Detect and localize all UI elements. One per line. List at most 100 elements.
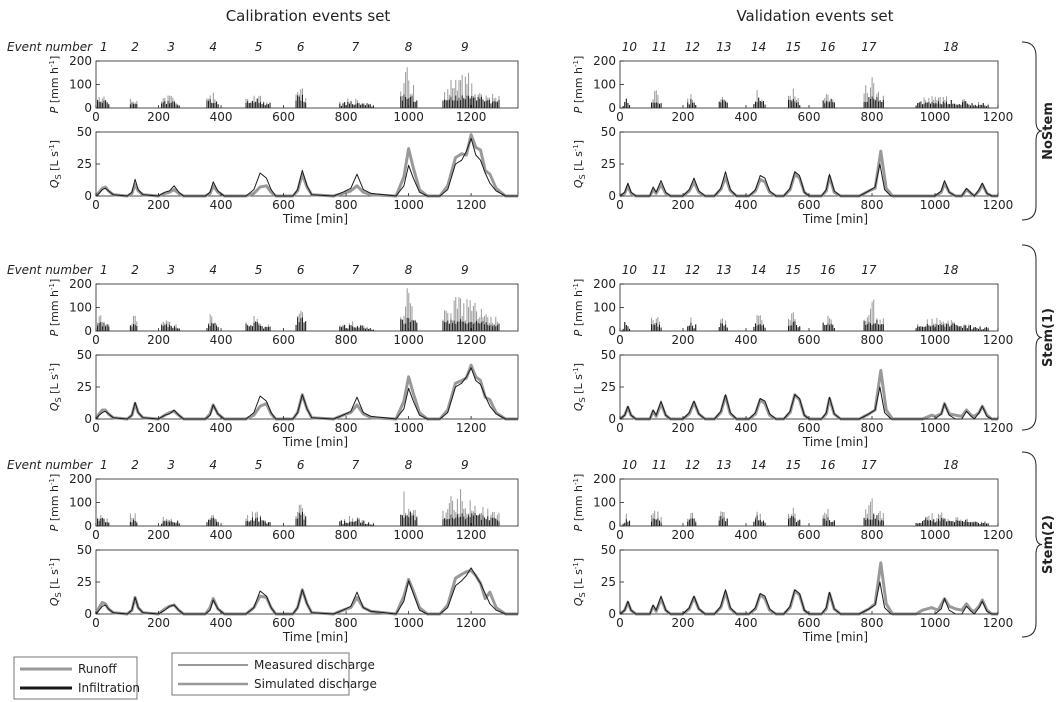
legend-label: Infiltration bbox=[78, 681, 140, 695]
event-number-8: 8 bbox=[405, 263, 413, 277]
event-number-10: 10 bbox=[622, 458, 638, 472]
event-number-9: 9 bbox=[461, 40, 469, 54]
precip-xtick-label: 200 bbox=[672, 333, 695, 347]
panel-validation-2: 10 11 12 13 14 15 16 17 18 0 100 200 0 200 400 600 800 10… bbox=[572, 263, 1013, 449]
discharge-ytick-label: 0 bbox=[84, 189, 92, 203]
simulated-discharge-line bbox=[94, 569, 518, 616]
discharge-ytick-label: 50 bbox=[601, 543, 616, 557]
discharge-ytick-label: 50 bbox=[77, 125, 92, 139]
event-number-3: 3 bbox=[167, 263, 175, 277]
precip-xtick-label: 1200 bbox=[983, 333, 1014, 347]
panel-validation-1: 10 11 12 13 14 15 16 17 18 0 100 200 0 200 400 600 800 10… bbox=[572, 40, 1013, 226]
time-axis-label: Time [min] bbox=[802, 435, 868, 449]
event-number-4: 4 bbox=[209, 263, 217, 277]
event-number-16: 16 bbox=[820, 40, 836, 54]
precip-ylabel: P [mm h-1] bbox=[48, 56, 61, 114]
discharge-xtick-label: 1200 bbox=[983, 616, 1014, 630]
event-number-12: 12 bbox=[685, 40, 700, 54]
discharge-xtick-label: 200 bbox=[147, 616, 170, 630]
precip-ytick-label: 100 bbox=[69, 496, 92, 510]
precip-xtick-label: 0 bbox=[616, 528, 624, 542]
discharge-xtick-label: 0 bbox=[92, 198, 100, 212]
discharge-xtick-label: 400 bbox=[210, 616, 233, 630]
precip-xtick-label: 0 bbox=[92, 110, 100, 124]
precip-xtick-label: 600 bbox=[272, 528, 295, 542]
precip-ytick-label: 0 bbox=[608, 519, 616, 533]
event-number-9: 9 bbox=[461, 458, 469, 472]
discharge-xtick-label: 1000 bbox=[393, 198, 424, 212]
precip-xtick-label: 1200 bbox=[456, 333, 487, 347]
precip-ylabel: P [mm h-1] bbox=[572, 474, 585, 532]
discharge-xtick-label: 1200 bbox=[456, 421, 487, 435]
precip-xtick-label: 0 bbox=[616, 110, 624, 124]
precip-xtick-label: 600 bbox=[798, 110, 821, 124]
event-number-17: 17 bbox=[861, 458, 877, 472]
precip-xtick-label: 1200 bbox=[456, 528, 487, 542]
precip-ytick-label: 0 bbox=[84, 324, 92, 338]
precip-xtick-label: 400 bbox=[210, 333, 233, 347]
row-label-2: Stem(1) bbox=[1041, 308, 1056, 367]
measured-discharge-line bbox=[619, 386, 998, 420]
precip-xtick-label: 1000 bbox=[393, 333, 424, 347]
precip-xtick-label: 600 bbox=[798, 333, 821, 347]
precip-ytick-label: 200 bbox=[593, 472, 616, 486]
measured-discharge-line bbox=[95, 567, 518, 615]
precip-ytick-label: 100 bbox=[593, 301, 616, 315]
precip-ytick-label: 200 bbox=[593, 277, 616, 291]
event-number-13: 13 bbox=[716, 40, 731, 54]
discharge-xtick-label: 600 bbox=[798, 616, 821, 630]
event-number-1: 1 bbox=[100, 263, 108, 277]
precip-xtick-label: 400 bbox=[210, 528, 233, 542]
legend-label: Simulated discharge bbox=[254, 677, 377, 691]
discharge-ytick-label: 50 bbox=[77, 543, 92, 557]
event-number-11: 11 bbox=[652, 458, 667, 472]
precip-xtick-label: 400 bbox=[735, 110, 758, 124]
discharge-xtick-label: 1200 bbox=[456, 616, 487, 630]
precip-xtick-label: 0 bbox=[616, 333, 624, 347]
discharge-xtick-label: 1200 bbox=[983, 421, 1014, 435]
precip-ytick-label: 0 bbox=[84, 519, 92, 533]
precip-xtick-label: 1200 bbox=[456, 110, 487, 124]
time-axis-label: Time [min] bbox=[282, 212, 348, 226]
panel-validation-3: 10 11 12 13 14 15 16 17 18 0 100 200 0 200 400 600 800 10… bbox=[572, 458, 1013, 644]
measured-discharge-line bbox=[95, 367, 518, 420]
col-title-calibration: Calibration events set bbox=[226, 7, 391, 25]
precip-xtick-label: 1000 bbox=[393, 110, 424, 124]
discharge-ytick-label: 25 bbox=[601, 575, 616, 589]
event-number-17: 17 bbox=[861, 40, 877, 54]
event-number-17: 17 bbox=[861, 263, 877, 277]
event-number-9: 9 bbox=[461, 263, 469, 277]
legend-label: Measured discharge bbox=[254, 658, 375, 672]
event-number-2: 2 bbox=[131, 40, 139, 54]
discharge-xtick-label: 1200 bbox=[983, 198, 1014, 212]
discharge-ytick-label: 50 bbox=[601, 125, 616, 139]
discharge-xtick-label: 800 bbox=[861, 616, 884, 630]
precip-ytick-label: 200 bbox=[69, 472, 92, 486]
simulated-discharge-line bbox=[619, 561, 998, 616]
row-label-3: Stem(2) bbox=[1041, 515, 1056, 574]
event-number-13: 13 bbox=[716, 263, 731, 277]
precip-xtick-label: 600 bbox=[272, 110, 295, 124]
panel-calibration-2: Event number 1 2 3 4 5 6 7 8 9 0 100 200 0 200 400 600 80… bbox=[7, 263, 519, 449]
discharge-xtick-label: 600 bbox=[798, 421, 821, 435]
legend-box bbox=[171, 652, 350, 696]
precip-ylabel: P [mm h-1] bbox=[48, 474, 61, 532]
discharge-ytick-label: 25 bbox=[601, 157, 616, 171]
measured-discharge-line bbox=[619, 581, 998, 615]
discharge-xtick-label: 0 bbox=[616, 616, 624, 630]
event-number-7: 7 bbox=[352, 263, 360, 277]
event-number-14: 14 bbox=[751, 458, 766, 472]
legend-box bbox=[13, 656, 138, 700]
event-number-14: 14 bbox=[751, 40, 766, 54]
discharge-xtick-label: 200 bbox=[672, 198, 695, 212]
discharge-ytick-label: 0 bbox=[608, 412, 616, 426]
discharge-xtick-label: 200 bbox=[672, 421, 695, 435]
precip-xtick-label: 0 bbox=[92, 333, 100, 347]
simulated-discharge-line bbox=[94, 363, 518, 421]
discharge-xtick-label: 400 bbox=[735, 421, 758, 435]
precip-ytick-label: 0 bbox=[608, 324, 616, 338]
event-number-6: 6 bbox=[297, 40, 305, 54]
discharge-ytick-label: 25 bbox=[77, 157, 92, 171]
discharge-xtick-label: 200 bbox=[672, 616, 695, 630]
